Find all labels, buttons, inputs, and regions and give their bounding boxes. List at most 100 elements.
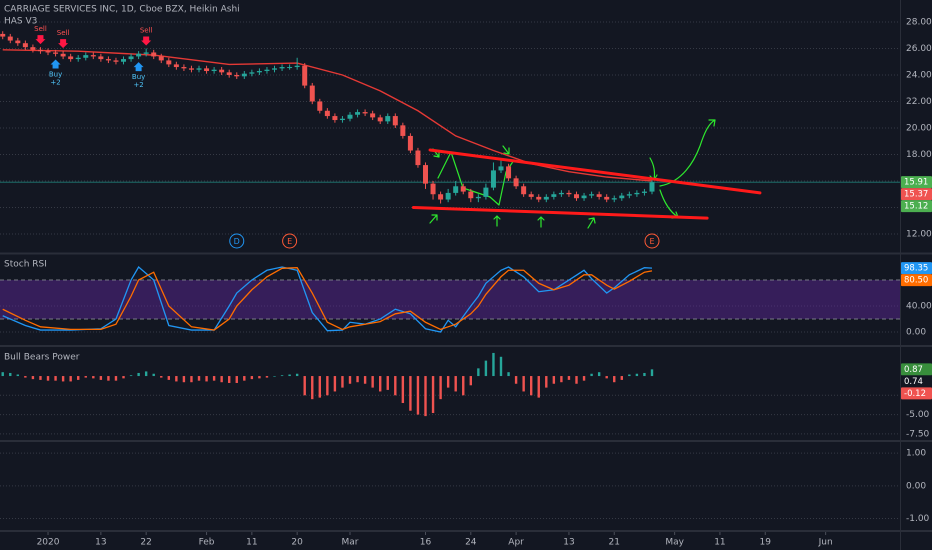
bar	[379, 376, 382, 392]
bar	[597, 372, 601, 377]
bar	[46, 376, 50, 381]
trendline	[428, 148, 762, 195]
price-tag-label: 80.50	[904, 276, 928, 286]
bar	[394, 376, 397, 396]
candle-body	[0, 33, 6, 37]
bar	[401, 376, 405, 404]
bar	[250, 376, 254, 380]
pane-title: Bull Bears Power	[4, 353, 80, 363]
candle-body	[90, 55, 96, 57]
bar	[258, 376, 261, 379]
bar	[499, 356, 503, 377]
buy-arrow	[133, 62, 144, 72]
series-line	[2, 267, 653, 331]
candle-body	[498, 166, 504, 171]
candle-body	[589, 194, 595, 196]
price-tag	[901, 188, 932, 201]
bar	[54, 376, 57, 381]
price-tag	[901, 387, 932, 400]
bar	[228, 376, 231, 383]
bar	[582, 376, 586, 381]
candle-body	[521, 186, 527, 195]
bar	[152, 373, 155, 377]
event-label: E	[649, 237, 654, 246]
y-tick-label: -5.00	[906, 410, 930, 420]
bar	[462, 376, 465, 396]
buy-arrow	[50, 59, 61, 69]
candle-body	[423, 165, 429, 184]
y-tick-label: 28.00	[906, 17, 932, 27]
candle-body	[453, 186, 459, 193]
bar	[39, 376, 42, 380]
x-tick-label: Apr	[508, 538, 524, 548]
candle-body	[53, 52, 59, 54]
candle-body	[641, 191, 647, 193]
candle-body	[649, 182, 655, 192]
candle-body	[347, 114, 353, 119]
bar	[61, 376, 65, 382]
bar	[24, 376, 27, 378]
candle-body	[460, 186, 466, 192]
bar	[295, 373, 299, 377]
candle-body	[385, 116, 391, 122]
candle-body	[581, 195, 587, 199]
bar	[303, 376, 306, 396]
price-tag-label: 0.74	[904, 377, 923, 387]
x-tick-label: 21	[609, 538, 620, 548]
candle-body	[181, 67, 187, 69]
bar	[341, 376, 344, 388]
event-label: D	[234, 237, 240, 246]
sell-label: Sell	[140, 26, 153, 34]
candle-body	[324, 110, 330, 117]
candle-body	[264, 69, 270, 72]
candle-body	[551, 194, 557, 197]
candle-body	[105, 59, 111, 61]
bar	[288, 374, 291, 377]
candle-body	[415, 150, 421, 166]
y-tick-label: 18.00	[906, 150, 932, 160]
candle-body	[113, 60, 119, 62]
bar	[590, 373, 593, 377]
hand-arrow	[587, 217, 596, 229]
bar	[114, 376, 118, 381]
sell-label: Sell	[34, 25, 47, 33]
bar	[537, 376, 540, 398]
bar	[477, 368, 480, 377]
bar	[107, 376, 110, 381]
bar	[628, 374, 631, 377]
bar	[311, 376, 314, 400]
bar	[424, 376, 427, 417]
bar	[318, 376, 322, 398]
bar	[446, 376, 450, 388]
bar	[84, 376, 87, 378]
y-tick-label: 40.00	[906, 302, 932, 312]
x-tick-label: May	[665, 538, 684, 548]
hand-arrow	[429, 214, 438, 224]
candle-body	[98, 56, 104, 60]
candle-body	[309, 85, 315, 102]
bar	[243, 376, 246, 381]
bar	[160, 376, 163, 378]
bar	[560, 376, 563, 383]
bar	[409, 376, 412, 411]
bar	[643, 372, 646, 377]
event-marker	[644, 233, 660, 249]
candle-body	[619, 195, 625, 199]
candle-body	[22, 43, 28, 48]
x-tick-label: 11	[246, 538, 257, 548]
candle-body	[249, 72, 255, 74]
candle-body	[256, 71, 262, 73]
candle-body	[45, 51, 51, 53]
sell-arrow	[35, 35, 46, 45]
bar	[235, 376, 238, 383]
candle-body	[68, 56, 74, 60]
bar	[167, 376, 171, 380]
candle-body	[536, 196, 542, 200]
candle-body	[60, 53, 66, 57]
candle-body	[196, 68, 202, 70]
bar	[386, 376, 389, 390]
price-tag-label: 98.35	[904, 264, 928, 274]
candle-body	[294, 65, 300, 68]
bar	[348, 376, 352, 384]
y-tick-label: 26.00	[906, 44, 932, 54]
